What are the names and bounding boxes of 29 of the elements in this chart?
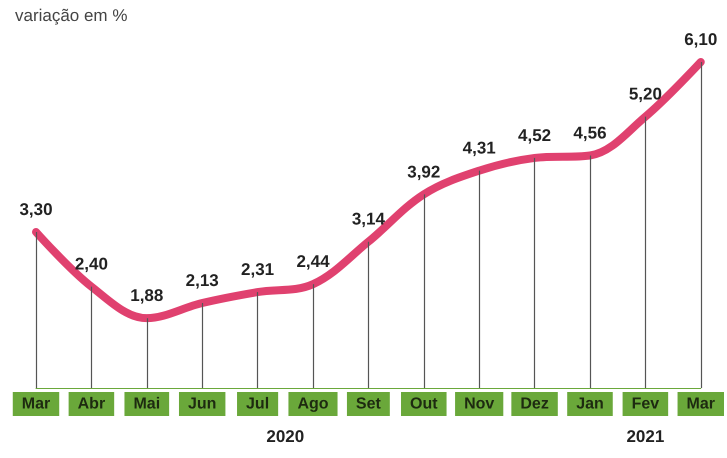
data-label: 2,44 [296,252,330,272]
data-label: 4,31 [462,138,496,158]
x-tick-label: Mai [133,396,160,412]
chart-title: variação em % [15,6,128,25]
x-tick-label: Mar [686,396,715,412]
data-label: 1,88 [130,286,164,306]
x-tick-label: Mar [22,396,50,412]
data-label: 2,31 [241,260,274,280]
data-label: 4,52 [518,126,552,145]
x-tick-label: Nov [464,396,494,412]
data-label: 3,92 [407,162,440,182]
x-tick-label: Set [356,396,382,412]
data-label: 3,30 [19,200,53,219]
data-label: 5,20 [628,84,662,104]
text: 2021 [626,427,664,446]
x-tick-label: Dez [520,396,549,412]
x-tick-label: Abr [78,396,106,412]
data-label: 4,56 [573,123,607,142]
x-tick-label: Jun [188,396,216,412]
data-label: 3,14 [352,210,386,229]
text: 2020 [266,427,304,446]
data-label: 2,13 [186,271,219,290]
data-label: 6,10 [684,30,718,49]
x-tick-label: Jan [576,396,604,412]
x-tick-label: Jul [246,396,270,412]
data-label: 2,40 [74,254,108,274]
x-tick-label: Out [410,396,438,412]
x-tick-label: Ago [297,396,329,412]
x-tick-label: Fev [632,396,660,412]
